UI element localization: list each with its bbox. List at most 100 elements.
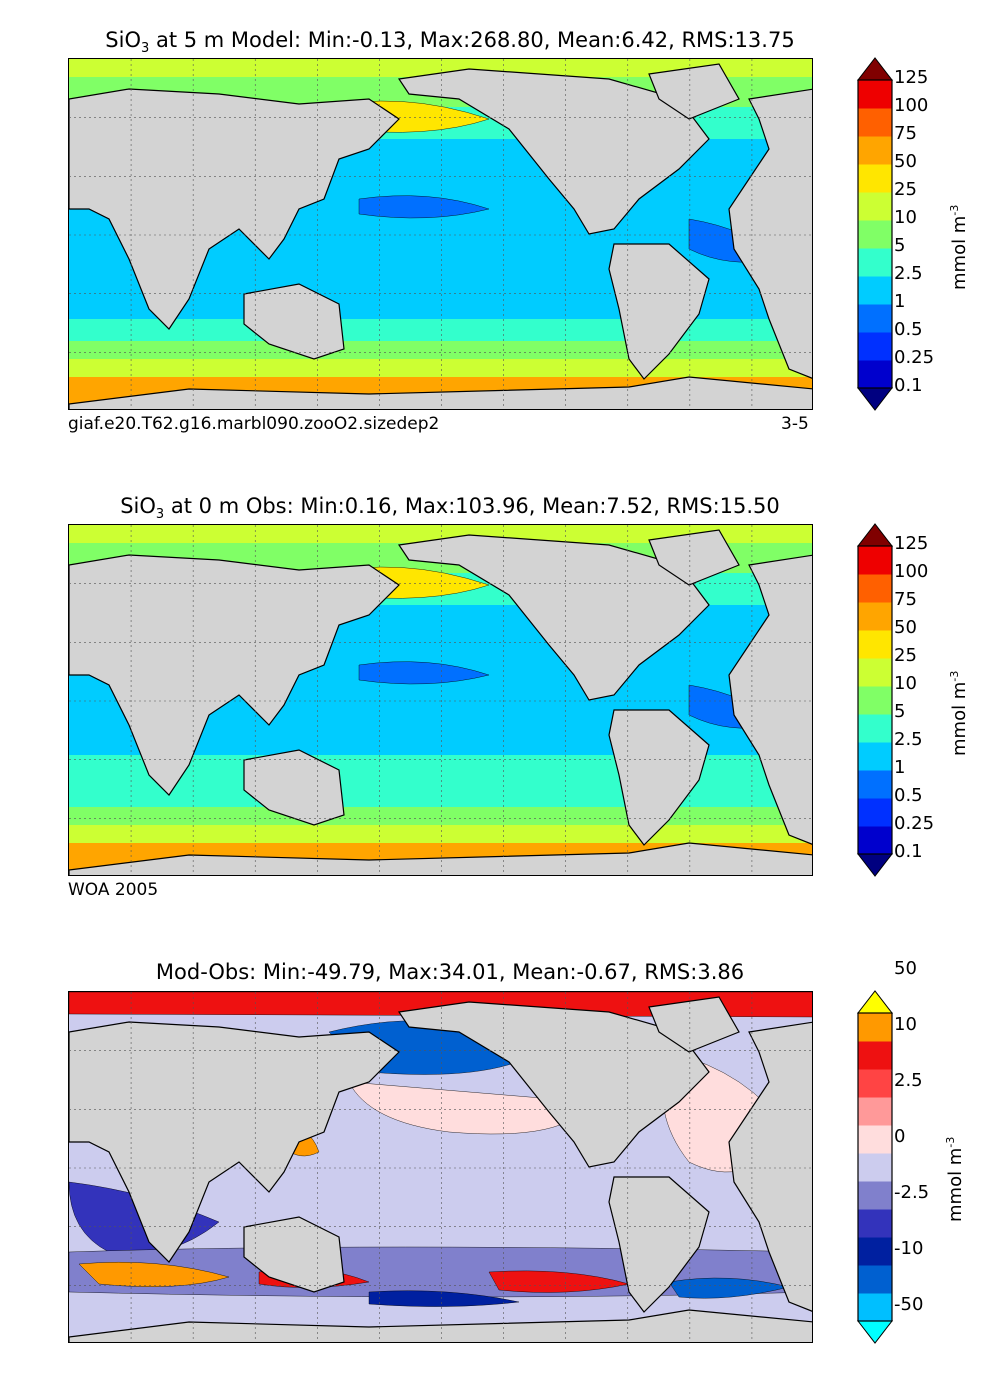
colorbar-tick-label: 50 [894,958,917,979]
colorbar-tick-label: 2.5 [894,729,923,750]
continent [397,1001,710,1168]
colorbar-tick-label: 75 [894,589,917,610]
panel-2-map [68,524,813,876]
continent [69,88,400,330]
continent [608,243,710,380]
colorbar-segment [858,164,892,193]
contour-band [69,525,812,543]
colorbar-tick-label: 125 [894,533,929,554]
colorbar-tick-label: 0.1 [894,841,923,862]
colorbar-tick-label: 0.25 [894,347,935,368]
colorbar-tick-label: 10 [894,1014,917,1035]
colorbar-tick-label: 1 [894,757,906,778]
panel-1-units-exp: -3 [948,204,961,216]
colorbar-tick-label: 100 [894,561,929,582]
colorbar-tick-label: 0 [894,1126,906,1147]
colorbar-segment [858,574,892,603]
panel-3-units-text: mmol m [945,1147,966,1222]
panel-1-title-sub: 3 [141,41,150,57]
panel-2-units-text: mmol m [949,681,970,756]
colorbar-tick-label: 10 [894,207,917,228]
continent [648,996,740,1053]
colorbar-segment [858,1181,892,1210]
contour-band [69,319,812,341]
colorbar-segment [858,1265,892,1294]
colorbar-tick-label: 50 [894,617,917,638]
colorbar-tick-label: 5 [894,235,906,256]
colorbar-segment [858,826,892,855]
colorbar-tick-label: 1 [894,291,906,312]
panel-1-colorbar: 0.1 0.25 0.5 1 2.5 5 10 25 50 75 100 125 [856,57,934,411]
colorbar-segment [858,798,892,827]
contour-region [368,1290,520,1307]
colorbar-tick-label: 100 [894,95,929,116]
panel-2-title-prefix: SiO [120,494,156,518]
panel-2-units: mmol m-3 [948,671,970,756]
contour-band [69,785,812,807]
colorbar-segment [858,714,892,743]
colorbar-tick-label: 0.5 [894,785,923,806]
continent [397,534,710,701]
panel-1-units-text: mmol m [949,215,970,290]
colorbar-tick-label: 25 [894,179,917,200]
panel-2-title-sub: 3 [155,507,165,523]
continent [243,749,345,826]
contour-region [358,661,490,685]
colorbar-tick-label: 50 [894,151,917,172]
panel-2-footer-left: WOA 2005 [68,880,159,900]
colorbar-svg [856,57,894,411]
panel-3-units-exp: -3 [944,1136,957,1148]
colorbar-segment [858,630,892,659]
colorbar-tick-label: 0.5 [894,319,923,340]
panel-3-units: mmol m-3 [944,1137,966,1222]
panel-1-footer-left: giaf.e20.T62.g16.marbl090.zooO2.sizedep2 [68,414,440,434]
colorbar-segment [858,1041,892,1070]
colorbar-segment [858,332,892,361]
colorbar-tick-label: 10 [894,673,917,694]
contour-band [69,825,812,843]
continent [243,1216,345,1293]
panel-3-title-text: Mod-Obs: Min:-49.79, Max:34.01, Mean:-0.… [155,960,745,984]
contour-region [69,992,812,1018]
colorbar-segment [858,304,892,333]
colorbar-extend-min [856,387,894,411]
colorbar-segment [858,770,892,799]
colorbar-extend-min [856,853,894,877]
map-svg [69,992,812,1342]
continent [728,554,812,845]
continent [648,63,740,120]
panel-1-title-text: at 5 m Model: Min:-0.13, Max:268.80, Mea… [149,28,795,52]
panel-2-title: SiO3 at 0 m Obs: Min:0.16, Max:103.96, M… [0,494,900,522]
colorbar-svg [856,523,894,877]
panel-1-footer-right: 3-5 [781,414,809,434]
colorbar-segment [858,546,892,575]
colorbar-tick-label: -2.5 [894,1182,930,1203]
colorbar-segment [858,1097,892,1126]
colorbar-tick-label: 5 [894,701,906,722]
continent [608,1176,710,1313]
colorbar-segment [858,1069,892,1098]
colorbar-segment [858,108,892,137]
map-svg [69,59,812,409]
continent [243,283,345,360]
colorbar-segment [858,248,892,277]
panel-3-colorbar: -50 -10 -2.5 0 2.5 10 50 [856,958,929,1344]
continent [728,1021,812,1312]
continent [397,68,710,235]
panel-2-title-text: at 0 m Obs: Min:0.16, Max:103.96, Mean:7… [164,494,780,518]
panel-1-map [68,58,813,410]
colorbar-extend-max [856,523,894,547]
colorbar-extend-max [856,990,894,1014]
contour-band [69,59,812,77]
colorbar-tick-label: -50 [894,1294,924,1315]
continent [69,1021,400,1263]
contour-band [69,359,812,377]
colorbar-segment [858,1125,892,1154]
colorbar-segment [858,220,892,249]
colorbar-segment [858,1209,892,1238]
colorbar-segment [858,686,892,715]
panel-1-title-prefix: SiO [105,28,141,52]
colorbar-segment [858,360,892,389]
panel-2-colorbar: 0.1 0.25 0.5 1 2.5 5 10 25 50 75 100 125 [856,523,934,877]
colorbar-tick-label: 125 [894,67,929,88]
